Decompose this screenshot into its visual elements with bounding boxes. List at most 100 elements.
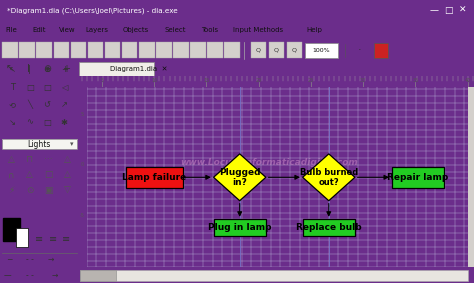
FancyBboxPatch shape (80, 270, 116, 281)
Text: ⊕: ⊕ (44, 65, 50, 74)
Text: ⊕: ⊕ (43, 64, 51, 74)
Text: *Diagram1.dia (C:\Users\Joel\Pictures) - dia.exe: *Diagram1.dia (C:\Users\Joel\Pictures) -… (7, 7, 178, 14)
Text: ·: · (357, 45, 361, 55)
Text: Diagram1.dia  ✕: Diagram1.dia ✕ (110, 66, 167, 72)
FancyBboxPatch shape (71, 42, 86, 58)
Text: Plug in lamp: Plug in lamp (208, 223, 272, 232)
FancyBboxPatch shape (80, 270, 468, 281)
Text: 0: 0 (81, 162, 84, 167)
Text: ╲: ╲ (27, 100, 32, 110)
Text: Plugged
in?: Plugged in? (219, 168, 260, 187)
Text: □: □ (43, 83, 51, 91)
Text: ≡: ≡ (63, 233, 71, 243)
Text: +: + (61, 65, 68, 74)
FancyBboxPatch shape (392, 167, 444, 188)
Text: www.LocuraInformaticadigital.com: www.LocuraInformaticadigital.com (180, 158, 357, 167)
Text: Repair lamp: Repair lamp (387, 173, 448, 182)
Text: Help: Help (307, 27, 322, 33)
Text: ✕: ✕ (458, 6, 466, 15)
Text: ↺: ↺ (44, 100, 50, 109)
FancyBboxPatch shape (19, 42, 35, 58)
Text: 100%: 100% (312, 48, 330, 53)
Text: ⊙: ⊙ (26, 186, 34, 195)
Polygon shape (302, 154, 355, 201)
Text: △: △ (64, 155, 71, 164)
Text: Lamp failure: Lamp failure (122, 173, 187, 182)
Text: Q: Q (274, 48, 279, 53)
Text: △: △ (64, 170, 71, 179)
Text: △: △ (8, 155, 14, 164)
FancyBboxPatch shape (105, 42, 120, 58)
Text: ▽: ▽ (64, 186, 71, 195)
Text: ↗: ↗ (61, 100, 68, 109)
Text: →: → (52, 271, 58, 280)
Text: △: △ (26, 170, 33, 179)
FancyBboxPatch shape (468, 87, 474, 267)
FancyBboxPatch shape (88, 42, 103, 58)
Text: ≡: ≡ (49, 233, 57, 243)
Text: File: File (6, 27, 18, 33)
Text: -5: -5 (80, 213, 85, 218)
Text: 5: 5 (100, 78, 103, 83)
FancyBboxPatch shape (1, 139, 77, 149)
FancyBboxPatch shape (305, 43, 338, 58)
FancyBboxPatch shape (214, 219, 266, 236)
Text: - -: - - (26, 255, 34, 264)
Text: 25: 25 (308, 78, 314, 83)
Text: □: □ (26, 83, 34, 91)
Text: 5: 5 (81, 112, 84, 117)
Text: →: → (48, 255, 54, 264)
Text: ▣: ▣ (44, 186, 53, 195)
FancyBboxPatch shape (16, 228, 28, 247)
Text: - -: - - (26, 271, 34, 280)
Text: Input Methods: Input Methods (233, 27, 283, 33)
FancyBboxPatch shape (224, 42, 240, 58)
FancyBboxPatch shape (287, 42, 302, 58)
Text: Layers: Layers (85, 27, 109, 33)
Text: 15: 15 (203, 78, 210, 83)
Text: Select: Select (164, 27, 186, 33)
Text: ⟲: ⟲ (9, 100, 16, 109)
Text: ↖: ↖ (5, 64, 13, 74)
Text: |: | (28, 65, 31, 74)
Text: —: — (4, 271, 12, 280)
Text: ─: ─ (7, 255, 12, 264)
Text: Edit: Edit (32, 27, 46, 33)
Text: T: T (10, 83, 15, 91)
FancyBboxPatch shape (54, 42, 69, 58)
Text: □: □ (44, 170, 53, 179)
FancyBboxPatch shape (251, 42, 266, 58)
Text: ···: ··· (44, 155, 53, 164)
Text: Replace bulb: Replace bulb (296, 223, 362, 232)
Text: ⊓: ⊓ (26, 155, 33, 164)
FancyBboxPatch shape (302, 219, 355, 236)
FancyBboxPatch shape (207, 42, 223, 58)
Text: ⚡: ⚡ (8, 186, 14, 195)
FancyBboxPatch shape (156, 42, 172, 58)
FancyBboxPatch shape (79, 62, 154, 76)
Text: □: □ (444, 6, 452, 15)
Text: 35: 35 (412, 78, 419, 83)
Text: ∿: ∿ (26, 118, 33, 127)
Text: Q: Q (292, 48, 297, 53)
FancyBboxPatch shape (122, 42, 137, 58)
FancyBboxPatch shape (36, 42, 52, 58)
FancyBboxPatch shape (269, 42, 284, 58)
FancyBboxPatch shape (127, 167, 182, 188)
Text: +: + (62, 64, 70, 74)
Text: 30: 30 (360, 78, 366, 83)
FancyBboxPatch shape (2, 42, 18, 58)
Text: I: I (27, 64, 29, 74)
Text: ↘: ↘ (9, 118, 16, 127)
Text: 20: 20 (255, 78, 262, 83)
FancyBboxPatch shape (173, 42, 189, 58)
Text: □: □ (43, 118, 51, 127)
Text: 10: 10 (151, 78, 157, 83)
Text: —: — (429, 6, 438, 15)
FancyBboxPatch shape (374, 43, 388, 58)
FancyBboxPatch shape (139, 42, 155, 58)
Text: Tools: Tools (201, 27, 219, 33)
Polygon shape (214, 154, 266, 201)
Text: Q: Q (256, 48, 261, 53)
Text: ↖: ↖ (9, 65, 16, 74)
